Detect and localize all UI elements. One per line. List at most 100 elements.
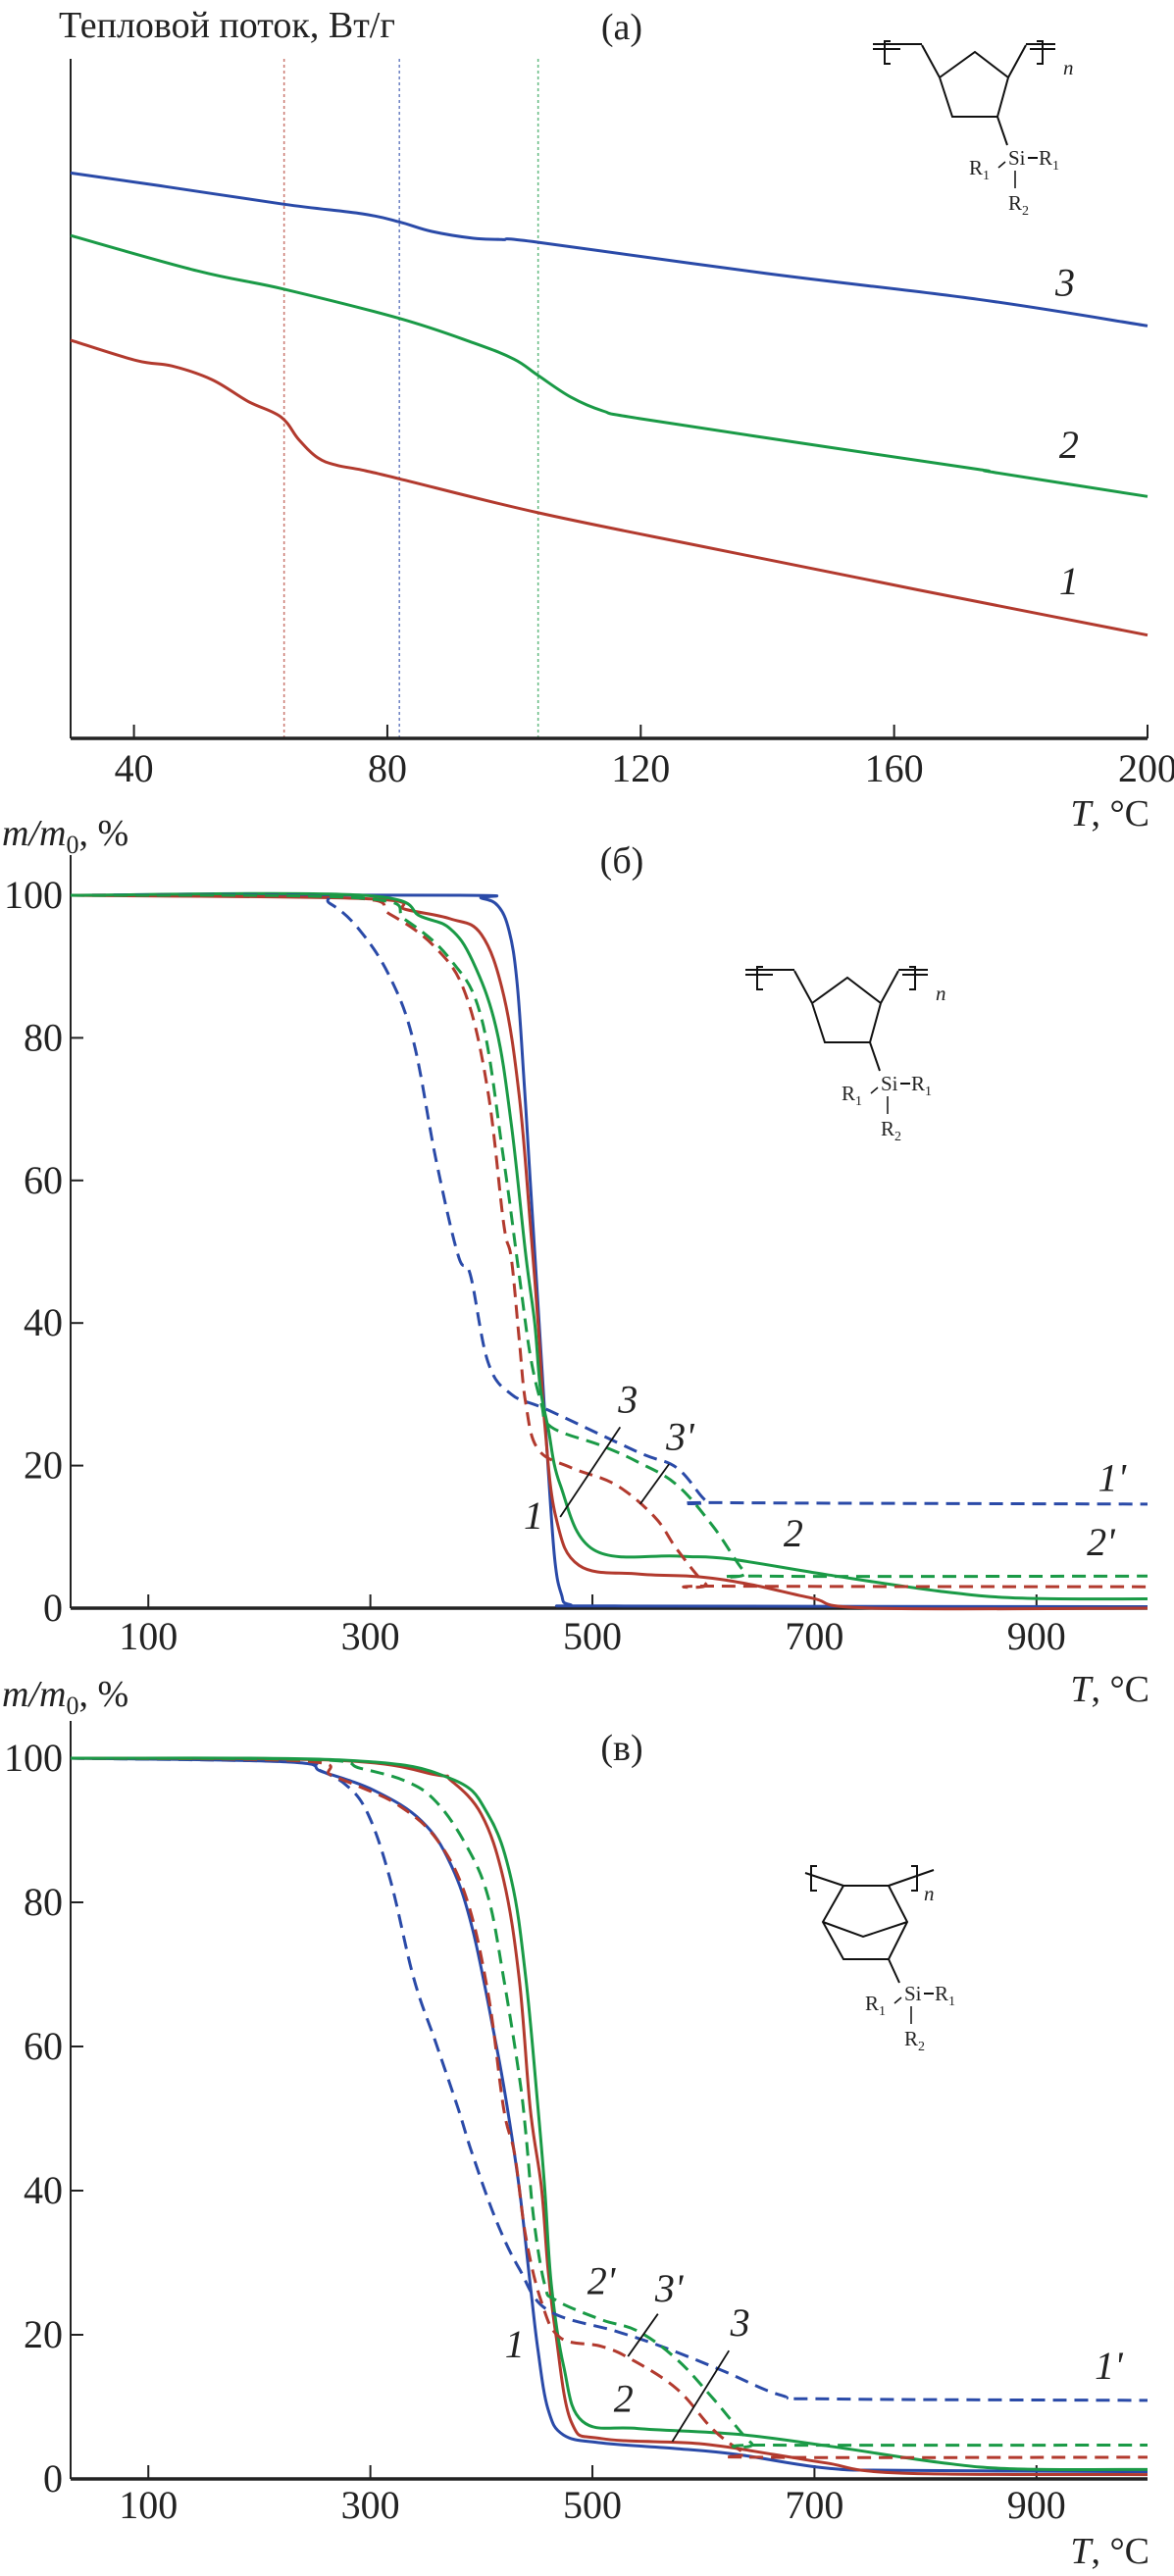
substituent-r1-right: R1 <box>911 1072 932 1099</box>
y-tick-label: 0 <box>43 1586 63 1630</box>
panel-c-xlabel: T, °C <box>1070 2531 1149 2572</box>
molecule-norbornane-c: n Si R1 R1 R2 <box>804 1865 955 2054</box>
cyclopentane-ring <box>811 976 883 1043</box>
panel-c-ylabel: m/m0, % <box>2 1674 128 1720</box>
curve-label: 3 <box>1054 260 1075 304</box>
cyclopentane-ring <box>939 50 1010 118</box>
x-tick-label: 200 <box>1118 746 1174 790</box>
x-tick-label: 900 <box>1007 2483 1066 2527</box>
annotation-leader-line <box>559 1426 622 1518</box>
panel-c-xlabel-unit: , °C <box>1091 2531 1149 2572</box>
curve-label: 3 <box>730 2300 750 2345</box>
series-blue-solid <box>70 1756 1148 2474</box>
substituent-r2: R2 <box>904 2027 925 2054</box>
methylene-bridge <box>822 1921 908 1939</box>
panel-a-xlabel-var: T <box>1070 793 1094 834</box>
series-green-solid <box>70 1756 1148 2471</box>
y-tick-label: 0 <box>43 2456 63 2500</box>
panel-c-label: (в) <box>600 1728 642 1769</box>
silicon-atom-label: Si <box>904 1982 922 2005</box>
panel-a-xlabel-unit: , °C <box>1091 793 1149 834</box>
y-tick-label: 60 <box>24 1158 63 1202</box>
series-red-solid <box>70 1756 1148 2477</box>
panel-b-label: (б) <box>600 840 644 882</box>
repeat-unit-n: n <box>924 1882 935 1905</box>
series-3 <box>70 171 1148 328</box>
y-tick-label: 80 <box>24 1015 63 1059</box>
panel-a-ylabel: Тепловой поток, Вт/г <box>59 5 395 46</box>
series-green-dashed <box>70 1756 1148 2450</box>
x-tick-label: 40 <box>115 746 154 790</box>
left-bracket <box>756 966 763 990</box>
bond <box>880 970 899 1004</box>
molecule-cyclopentane-a: n Si R1 R1 R2 <box>873 40 1074 219</box>
panel-c-xlabel-var: T <box>1070 2531 1094 2572</box>
bond <box>888 1869 935 1887</box>
series-red-dashed <box>70 1756 1148 2459</box>
bond <box>893 1996 902 2004</box>
substituent-r1-left: R1 <box>969 156 990 183</box>
substituent-r2: R2 <box>881 1117 901 1144</box>
repeat-unit-n: n <box>936 982 946 1005</box>
bond <box>997 161 1006 169</box>
right-bracket <box>1037 40 1044 65</box>
x-tick-label: 100 <box>119 1614 178 1658</box>
y-tick-label: 40 <box>24 2168 63 2212</box>
molecule-cyclopentane-b: n Si R1 R1 R2 <box>745 966 946 1144</box>
right-bracket <box>909 966 916 990</box>
right-bracket <box>911 1865 918 1892</box>
y-tick-label: 20 <box>24 1443 63 1488</box>
y-tick-label: 80 <box>24 1880 63 1924</box>
x-tick-label: 300 <box>341 1614 400 1658</box>
curve-label: 1 <box>1059 559 1079 603</box>
annotation-leader-line <box>638 1463 670 1505</box>
x-tick-label: 120 <box>611 746 670 790</box>
x-tick-label: 900 <box>1007 1614 1066 1658</box>
substituent-r1-left: R1 <box>865 1992 886 2019</box>
panel-c-ylabel-sub: 0 <box>66 1692 78 1720</box>
series-red-dashed <box>70 893 1148 1590</box>
series-blue-solid <box>70 893 1148 1608</box>
bond <box>1007 44 1027 78</box>
left-bracket <box>810 1865 817 1892</box>
substituent-r1-right: R1 <box>935 1982 955 2009</box>
bond <box>921 44 941 78</box>
left-bracket <box>884 40 891 65</box>
panel-b-ylabel-unit: , % <box>78 813 128 854</box>
annotation-leader-line <box>671 2349 731 2443</box>
panel-b-ylabel-sub: 0 <box>66 831 78 859</box>
bond <box>793 970 813 1004</box>
x-tick-label: 500 <box>563 1614 622 1658</box>
curve-label: 2 <box>1059 423 1079 467</box>
curve-label: 2' <box>1087 1520 1116 1564</box>
curve-label: 1 <box>524 1493 543 1538</box>
series-green-dashed <box>70 893 1148 1579</box>
substituent-r1-left: R1 <box>842 1082 862 1109</box>
series-2 <box>70 233 1148 498</box>
panel-b-xlabel-var: T <box>1070 1669 1094 1710</box>
norbornane-ring <box>821 1885 909 1960</box>
x-tick-label: 700 <box>785 2483 843 2527</box>
series-blue-dashed <box>70 892 1148 1506</box>
x-tick-label: 160 <box>865 746 924 790</box>
y-tick-label: 100 <box>4 873 63 917</box>
curve-label: 3 <box>617 1378 638 1422</box>
x-tick-label: 80 <box>368 746 407 790</box>
y-tick-label: 20 <box>24 2312 63 2356</box>
y-tick-label: 100 <box>4 1736 63 1780</box>
bond <box>869 1041 881 1072</box>
x-tick-label: 300 <box>341 2483 400 2527</box>
curve-label: 2 <box>784 1511 803 1555</box>
curve-label: 1' <box>1097 1455 1127 1499</box>
panel-b-xlabel: T, °C <box>1070 1669 1149 1710</box>
y-tick-label: 40 <box>24 1300 63 1344</box>
curve-label: 3' <box>654 2266 685 2310</box>
panel-b-ylabel-main: m/m <box>2 813 66 854</box>
bond <box>888 1958 900 1984</box>
panel-a-label: (a) <box>601 7 642 48</box>
x-tick-label: 500 <box>563 2483 622 2527</box>
substituent-r2: R2 <box>1008 191 1029 219</box>
